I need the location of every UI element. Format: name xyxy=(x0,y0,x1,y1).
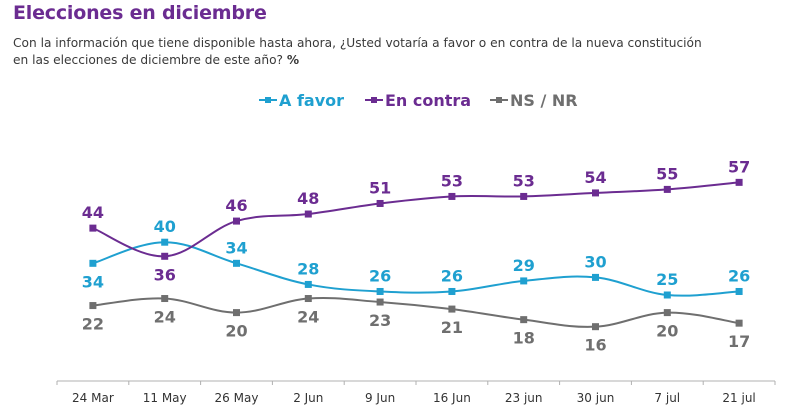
x-tick-label: 11 May xyxy=(143,391,187,405)
x-tick-label: 30 jun xyxy=(577,391,615,405)
x-tick-label: 7 jul xyxy=(654,391,680,405)
data-point-en-contra xyxy=(448,192,456,200)
data-point-en-contra xyxy=(304,210,312,218)
data-label-en-contra: 53 xyxy=(513,171,535,190)
chart-title: Elecciones en diciembre xyxy=(13,2,267,24)
data-point-a-favor xyxy=(663,291,671,299)
data-label-ns-nr: 21 xyxy=(441,318,463,337)
legend-marker-a-favor xyxy=(265,97,271,103)
data-point-a-favor xyxy=(592,273,599,281)
data-label-ns-nr: 23 xyxy=(369,311,391,330)
data-label-ns-nr: 24 xyxy=(154,308,176,327)
data-point-a-favor xyxy=(233,259,240,267)
data-label-a-favor: 30 xyxy=(584,252,606,271)
data-label-en-contra: 51 xyxy=(369,178,391,197)
series-line-a-favor xyxy=(92,241,740,297)
data-point-ns-nr xyxy=(161,295,169,303)
x-tick-label: 23 jun xyxy=(505,391,543,405)
x-tick-label: 21 jul xyxy=(722,391,755,405)
data-point-ns-nr xyxy=(89,302,97,310)
data-point-a-favor xyxy=(376,287,384,295)
data-point-en-contra xyxy=(161,252,169,260)
legend-marker-en-contra xyxy=(371,97,377,103)
series-line-ns-nr xyxy=(92,296,740,328)
legend-label-ns-nr: NS / NR xyxy=(510,91,578,110)
data-label-en-contra: 55 xyxy=(656,164,678,183)
data-label-ns-nr: 17 xyxy=(728,332,750,351)
data-label-ns-nr: 22 xyxy=(82,315,104,334)
chart-subtitle: Con la información que tiene disponible … xyxy=(13,35,793,69)
subtitle-line1: Con la información que tiene disponible … xyxy=(13,36,702,50)
series-line-en-contra xyxy=(92,181,740,258)
data-label-a-favor: 25 xyxy=(656,270,678,289)
x-tick-label: 24 Mar xyxy=(72,391,114,405)
data-point-ns-nr xyxy=(233,309,240,317)
data-point-ns-nr xyxy=(520,316,528,324)
x-tick-label: 2 Jun xyxy=(293,391,323,405)
legend-label-a-favor: A favor xyxy=(279,91,344,110)
subtitle-unit: % xyxy=(286,53,300,67)
data-label-ns-nr: 16 xyxy=(584,336,606,355)
data-point-ns-nr xyxy=(376,298,384,306)
data-label-a-favor: 34 xyxy=(82,272,104,291)
data-label-en-contra: 54 xyxy=(584,168,606,187)
x-tick-label: 26 May xyxy=(215,391,259,405)
data-point-a-favor xyxy=(448,287,456,295)
data-label-en-contra: 44 xyxy=(82,203,104,222)
data-label-a-favor: 29 xyxy=(513,256,535,275)
series-lines xyxy=(89,178,743,331)
data-label-en-contra: 53 xyxy=(441,171,463,190)
legend-item-ns-nr: NS / NR xyxy=(490,91,578,110)
data-label-ns-nr: 18 xyxy=(513,329,535,348)
data-label-en-contra: 48 xyxy=(297,189,319,208)
legend: A favor En contra NS / NR xyxy=(259,91,578,110)
data-label-ns-nr: 20 xyxy=(656,322,678,341)
data-point-a-favor xyxy=(89,259,97,267)
legend-marker-ns-nr xyxy=(496,97,502,103)
data-point-a-favor xyxy=(520,277,528,285)
data-label-ns-nr: 20 xyxy=(225,322,247,341)
data-point-a-favor xyxy=(304,280,312,288)
data-point-ns-nr xyxy=(592,323,599,331)
data-point-ns-nr xyxy=(448,305,456,313)
data-point-a-favor xyxy=(161,238,169,246)
data-labels: 34 40 34 28 26 26 29 30 25 26 44 36 46 48 51 53 53 54 55 57… xyxy=(82,157,750,354)
data-label-a-favor: 34 xyxy=(225,238,247,257)
data-label-a-favor: 40 xyxy=(154,217,176,236)
data-label-ns-nr: 24 xyxy=(297,308,319,327)
data-label-en-contra: 36 xyxy=(154,265,176,284)
data-label-a-favor: 26 xyxy=(728,266,750,285)
data-label-a-favor: 26 xyxy=(369,266,391,285)
data-label-a-favor: 26 xyxy=(441,266,463,285)
data-point-ns-nr xyxy=(735,319,743,327)
legend-item-en-contra: En contra xyxy=(365,91,471,110)
data-point-a-favor xyxy=(735,287,743,295)
data-point-ns-nr xyxy=(663,309,671,317)
data-point-en-contra xyxy=(89,224,97,232)
data-label-en-contra: 46 xyxy=(225,196,247,215)
data-point-en-contra xyxy=(663,185,671,193)
x-tick-label: 9 Jun xyxy=(365,391,395,405)
data-point-en-contra xyxy=(520,192,528,200)
subtitle-line2: en las elecciones de diciembre de este a… xyxy=(13,53,284,67)
legend-label-en-contra: En contra xyxy=(385,91,471,110)
data-label-a-favor: 28 xyxy=(297,259,319,278)
data-point-en-contra xyxy=(376,199,384,207)
x-axis: 24 Mar 11 May 26 May 2 Jun 9 Jun 16 Jun 23 jun… xyxy=(56,380,776,405)
data-point-en-contra xyxy=(233,217,240,225)
data-point-en-contra xyxy=(592,189,599,197)
x-tick-label: 16 Jun xyxy=(433,391,471,405)
data-point-en-contra xyxy=(735,178,743,186)
data-label-en-contra: 57 xyxy=(728,157,750,176)
legend-item-a-favor: A favor xyxy=(259,91,344,110)
data-point-ns-nr xyxy=(304,295,312,303)
